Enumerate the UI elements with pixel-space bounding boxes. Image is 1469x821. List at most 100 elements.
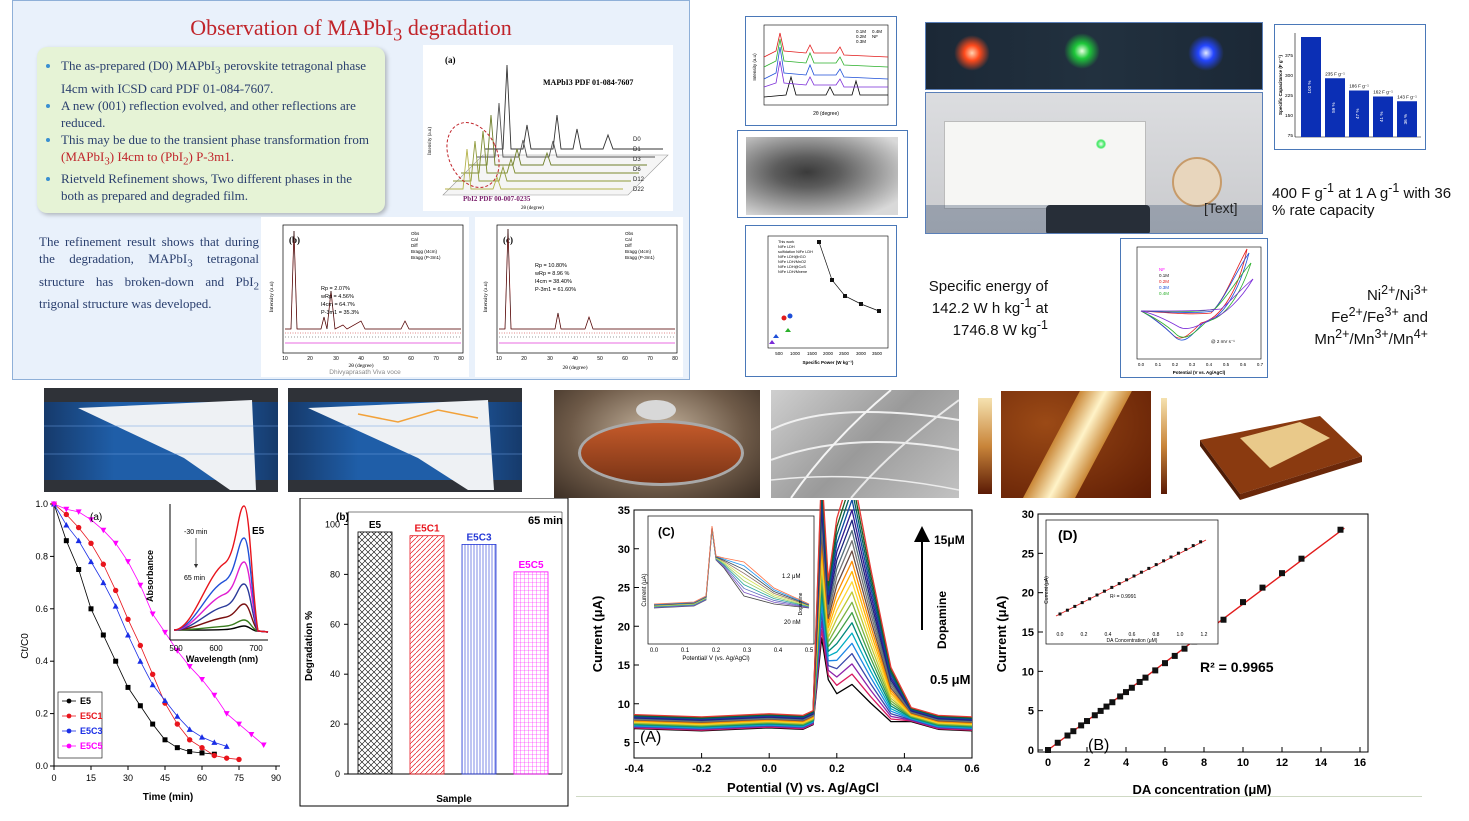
slide-bullet-box: The as-prepared (D0) MAPbI3 perovskite t…	[37, 47, 385, 213]
dpv-curve	[633, 588, 973, 728]
cv-xlabel: Potential (V vs. Ag/AgCl)	[1173, 370, 1226, 375]
dpv-curves	[633, 500, 973, 732]
inset-point	[1110, 585, 1114, 589]
bar-pct-label: 100 %	[1307, 80, 1312, 93]
data-point	[1142, 674, 1149, 681]
ragone-xlabel: Specific Power (W kg⁻¹)	[803, 360, 854, 365]
data-point	[112, 540, 119, 547]
data-point	[1078, 722, 1085, 729]
inset-point	[1095, 593, 1099, 597]
stat: Rp = 2.07%	[321, 286, 350, 292]
x-tick-label: 45	[160, 773, 170, 783]
legend-entry: NiFe LDH/MnO2	[778, 260, 806, 264]
data-point	[787, 313, 793, 319]
legend-entry: Cal	[411, 237, 418, 242]
data-point	[125, 684, 131, 690]
dpv-label-c: (C)	[658, 525, 675, 539]
data-point	[1109, 699, 1116, 706]
y-tick-label: 0.6	[35, 604, 48, 614]
led-demo-photo	[925, 22, 1263, 90]
bullet-item: A new (001) reflection evolved, and othe…	[61, 97, 377, 131]
bar-pct-label: 41 %	[1379, 112, 1384, 122]
x-tick-label: 14	[1315, 757, 1328, 769]
data-point	[223, 755, 230, 761]
blue-led-glow	[1188, 35, 1224, 71]
stat: I4cm = 64.7%	[321, 302, 355, 308]
data-point	[187, 749, 193, 755]
tick: 150	[1285, 113, 1293, 119]
inset-area	[170, 504, 274, 640]
chart-b-label: (b)	[336, 512, 349, 523]
data-point	[236, 721, 242, 728]
tick: 0.4	[774, 648, 783, 654]
tick: 50	[383, 356, 389, 362]
dpv-inset-top: 1.2 μM	[782, 574, 800, 580]
tick: 2500	[839, 351, 850, 356]
legend-entry: Bragg (P-3m1)	[625, 255, 655, 260]
dpv-xlabel: Potential (V) vs. Ag/AgCl	[727, 780, 879, 795]
y-tick-label: 20	[1022, 588, 1034, 600]
legend-entry: 0.2M	[1159, 279, 1169, 284]
tick: 0.5	[805, 648, 814, 654]
data-point	[186, 737, 193, 743]
x-tick-label: 0.0	[762, 763, 777, 775]
inset-point	[1065, 608, 1069, 612]
stat: wRp = 8.96 %	[534, 271, 570, 277]
tick: 1500	[807, 351, 818, 356]
trace-label: D1	[633, 147, 641, 153]
legend-entry: NF	[872, 34, 878, 39]
cal-inset-xlabel: DA Concentration (μM)	[1107, 638, 1158, 644]
tick: 0.6	[1129, 632, 1136, 638]
tick: 80	[672, 356, 678, 362]
tick: 3500	[872, 351, 883, 356]
data-point	[137, 582, 144, 589]
data-point	[174, 713, 181, 719]
y-tick-label: 20	[618, 621, 630, 633]
tick: 40	[572, 356, 578, 362]
data-point	[1054, 739, 1061, 746]
data-point	[125, 616, 131, 622]
x-tick-label: 10	[1237, 757, 1249, 769]
bar-pct-label: 59 %	[1331, 102, 1336, 112]
rietveld-b-ylabel: Intensity (a.u)	[268, 281, 275, 312]
tick: 70	[647, 356, 653, 362]
x-tick-label: 4	[1123, 757, 1130, 769]
data-point	[260, 742, 267, 749]
bar-pct-label: 36 %	[1403, 114, 1408, 124]
bottom-divider	[576, 796, 1422, 797]
data-point	[248, 732, 255, 738]
data-point	[75, 537, 82, 544]
calibration-plot: 0 2 4 6 8 10 12 14 16 0 5 10 15 20 25 30 Current (μA) D…	[992, 500, 1378, 800]
y-tick-label: 25	[1022, 548, 1034, 560]
data-point	[149, 671, 156, 677]
x-tick-label: 2	[1084, 757, 1090, 769]
tick: 225	[1285, 93, 1293, 99]
y-tick-label: 0.8	[35, 551, 48, 561]
legend-entry: Diff	[411, 243, 418, 248]
stat: Rp = 10.80%	[535, 263, 567, 269]
data-point	[149, 611, 156, 618]
legend-entry: 0.4M	[1159, 291, 1169, 296]
legend-entry: E5C5	[80, 741, 103, 751]
x-tick-label: 8	[1201, 757, 1207, 769]
chart-a-ylabel: Ct/C0	[20, 633, 31, 659]
capacitance-bar	[1325, 78, 1345, 137]
data-point	[125, 632, 131, 638]
x-tick-label: 30	[123, 773, 133, 783]
data-point	[1181, 645, 1188, 652]
dpv-curve	[633, 548, 973, 725]
xrd-small-xlabel: 2θ (degree)	[813, 111, 839, 117]
afm-topography-image	[1001, 391, 1151, 498]
inset-point	[1073, 604, 1077, 608]
legend-entry: Obs	[625, 231, 634, 236]
data-point	[1103, 703, 1110, 710]
degradation-bar-chart: E5 E5C1 E5C3 E5C5 0 20 40 60 80 100 (b) 65 min D…	[299, 498, 569, 807]
data-point	[174, 721, 181, 727]
breadboard	[944, 121, 1146, 209]
data-point	[112, 587, 119, 594]
data-point	[223, 743, 230, 749]
data-point	[1097, 707, 1104, 714]
data-point	[1136, 678, 1143, 685]
bar-value-label: 186 F g⁻¹	[1349, 84, 1369, 89]
desk-surface	[926, 205, 1262, 233]
